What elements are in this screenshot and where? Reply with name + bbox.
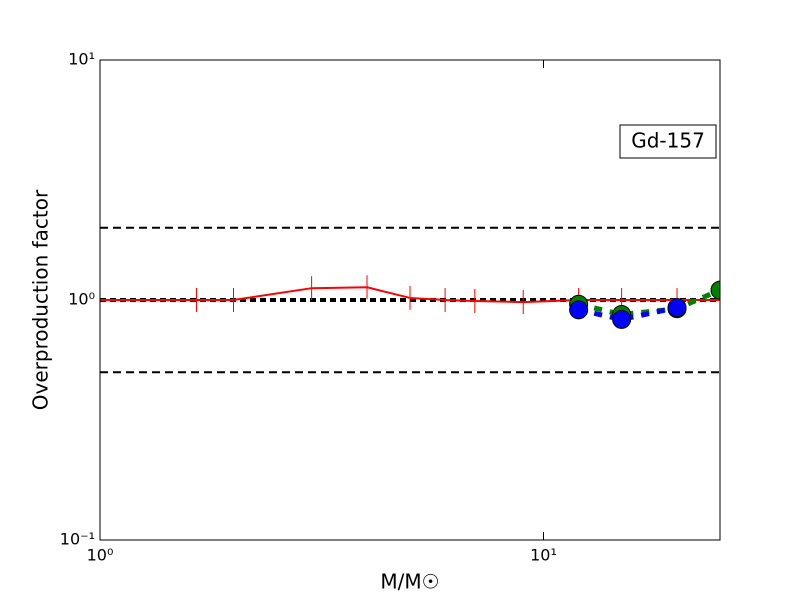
plot-frame [99, 59, 721, 541]
annotation-box [619, 124, 717, 159]
series-line [578, 287, 720, 318]
y-tick-label: 10⁻¹ [60, 530, 95, 549]
x-axis-label: M/M☉ [380, 570, 439, 594]
marker [667, 298, 687, 318]
marker [710, 280, 720, 300]
annotation: Gd-157 [631, 129, 705, 153]
series-line [578, 305, 678, 322]
y-tick-label: 10⁰ [68, 290, 95, 309]
marker [569, 300, 589, 320]
y-tick-label: 10¹ [68, 50, 95, 69]
x-tick-label: 10¹ [530, 546, 557, 565]
marker [612, 309, 632, 329]
x-tick-label: 10⁰ [87, 546, 114, 565]
y-axis-label: Overproduction factor [29, 189, 53, 410]
